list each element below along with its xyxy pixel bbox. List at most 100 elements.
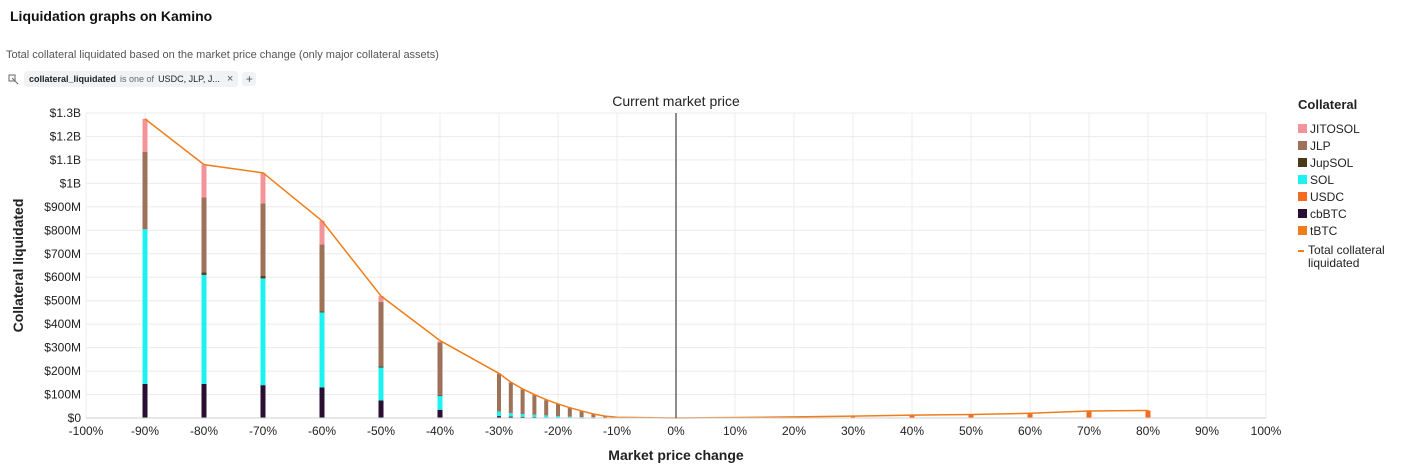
bar-segment-jupsol[interactable] bbox=[378, 366, 384, 368]
bar-segment-jitosol[interactable] bbox=[437, 341, 443, 343]
bar-segment-jupsol[interactable] bbox=[319, 311, 325, 313]
line-swatch bbox=[1298, 250, 1304, 252]
bar-segment-cbbtc[interactable] bbox=[378, 400, 384, 418]
bar-segment-sol[interactable] bbox=[437, 395, 443, 410]
y-tick-label: $400M bbox=[44, 317, 81, 331]
bar-segment-sol[interactable] bbox=[142, 229, 148, 384]
bar-segment-sol[interactable] bbox=[260, 278, 266, 386]
legend-item-jlp[interactable]: JLP bbox=[1298, 137, 1403, 154]
chart-subtitle: Total collateral liquidated based on the… bbox=[6, 49, 439, 61]
filter-field: collateral_liquidated bbox=[29, 74, 117, 84]
bar-segment-sol[interactable] bbox=[567, 416, 572, 418]
bar-segment-jlp[interactable] bbox=[556, 403, 560, 417]
x-axis-title: Market price change bbox=[608, 447, 744, 463]
legend-item-total[interactable]: Total collateral liquidated bbox=[1298, 244, 1403, 270]
y-tick-label: $1.1B bbox=[50, 153, 81, 167]
filter-chip[interactable]: collateral_liquidated is one of USDC, JL… bbox=[24, 71, 239, 87]
filter-icon[interactable] bbox=[6, 72, 20, 86]
bar-segment-jupsol[interactable] bbox=[260, 276, 266, 279]
bar-segment-sol[interactable] bbox=[319, 312, 325, 388]
bar-segment-jlp[interactable] bbox=[201, 197, 207, 273]
bar-segment-jlp[interactable] bbox=[532, 394, 537, 415]
bar-segment-jitosol[interactable] bbox=[319, 220, 325, 245]
bar-segment-cbbtc[interactable] bbox=[142, 383, 148, 418]
bar-segment-sol[interactable] bbox=[201, 274, 207, 384]
legend-item-cbbtc[interactable]: cbBTC bbox=[1298, 205, 1403, 222]
bar-segment-usdc[interactable] bbox=[851, 416, 855, 418]
legend-item-sol[interactable]: SOL bbox=[1298, 171, 1403, 188]
bar-segment-jlp[interactable] bbox=[591, 414, 596, 418]
legend-label: Total collateral liquidated bbox=[1308, 243, 1385, 270]
bar-segment-jlp[interactable] bbox=[437, 342, 443, 396]
y-tick-label: $200M bbox=[44, 364, 81, 378]
bar-segment-jupsol[interactable] bbox=[201, 272, 207, 275]
x-tick-label: 40% bbox=[900, 424, 924, 438]
x-tick-label: -80% bbox=[190, 424, 218, 438]
bar-segment-sol[interactable] bbox=[497, 411, 501, 417]
bar-segment-sol[interactable] bbox=[544, 415, 549, 418]
bar-segment-usdc[interactable] bbox=[1145, 410, 1151, 418]
y-tick-label: $700M bbox=[44, 247, 81, 261]
bar-segment-jlp[interactable] bbox=[260, 203, 266, 277]
liquidation-chart: -100% -90% -80% -70% -60% -50% -40% -30% -20% -10… bbox=[10, 93, 1282, 463]
bar-segment-sol[interactable] bbox=[508, 413, 513, 417]
bar-segment-jlp[interactable] bbox=[497, 373, 501, 412]
legend-swatch bbox=[1298, 158, 1307, 167]
bar-segment-cbbtc[interactable] bbox=[260, 385, 266, 418]
x-tick-label: 90% bbox=[1195, 424, 1219, 438]
chart-axes: -100% -90% -80% -70% -60% -50% -40% -30% -20% -10… bbox=[44, 106, 1281, 438]
legend-item-tbtc[interactable]: tBTC bbox=[1298, 222, 1403, 239]
bar-segment-jlp[interactable] bbox=[319, 244, 325, 312]
bar-segment-jitosol[interactable] bbox=[201, 164, 207, 198]
y-tick-label: $900M bbox=[44, 200, 81, 214]
bar-segment-sol[interactable] bbox=[579, 417, 584, 418]
bar-segment-sol[interactable] bbox=[520, 414, 525, 417]
legend-swatch bbox=[1298, 124, 1307, 133]
bar-segment-jlp[interactable] bbox=[567, 407, 572, 417]
bar-segment-jlp[interactable] bbox=[579, 410, 584, 418]
legend-label: USDC bbox=[1310, 189, 1345, 204]
filter-value: USDC, JLP, J... bbox=[158, 74, 220, 84]
bar-segment-usdc[interactable] bbox=[909, 415, 915, 418]
bar-segment-cbbtc[interactable] bbox=[497, 416, 501, 418]
y-tick-label: $600M bbox=[44, 270, 81, 284]
bar-segment-jupsol[interactable] bbox=[437, 395, 443, 397]
x-tick-label: 80% bbox=[1136, 424, 1160, 438]
bar-segment-cbbtc[interactable] bbox=[201, 383, 207, 418]
current-price-label: Current market price bbox=[612, 93, 740, 109]
bar-segment-sol[interactable] bbox=[532, 414, 537, 418]
bar-segment-cbbtc[interactable] bbox=[437, 409, 443, 418]
legend-swatch bbox=[1298, 141, 1307, 150]
bar-segment-sol[interactable] bbox=[378, 367, 384, 401]
total-collateral-line[interactable] bbox=[144, 118, 1149, 419]
filter-operator: is one of bbox=[120, 74, 155, 84]
legend-title: Collateral bbox=[1298, 97, 1358, 112]
bar-segment-usdc[interactable] bbox=[1086, 410, 1092, 418]
close-icon[interactable]: × bbox=[226, 73, 234, 85]
legend-label: cbBTC bbox=[1310, 206, 1347, 221]
bar-segment-jlp[interactable] bbox=[544, 399, 549, 416]
bar-segment-jlp[interactable] bbox=[142, 151, 148, 230]
bar-segment-sol[interactable] bbox=[556, 416, 560, 418]
bar-segment-cbbtc[interactable] bbox=[508, 416, 513, 418]
y-tick-label: $1.3B bbox=[50, 106, 81, 120]
legend-swatch bbox=[1298, 192, 1307, 201]
bar-segment-jlp[interactable] bbox=[378, 301, 384, 367]
bar-segment-jitosol[interactable] bbox=[378, 296, 384, 302]
bar-segment-usdc[interactable] bbox=[968, 414, 974, 418]
bar-segment-jitosol[interactable] bbox=[142, 118, 148, 152]
bar-segment-jitosol[interactable] bbox=[260, 172, 266, 204]
legend-item-jitosol[interactable]: JITOSOL bbox=[1298, 120, 1403, 137]
chart-total-line bbox=[144, 118, 1149, 419]
bar-segment-cbbtc[interactable] bbox=[520, 416, 525, 418]
add-filter-button[interactable]: + bbox=[242, 72, 257, 86]
bar-segment-cbbtc[interactable] bbox=[319, 387, 325, 419]
bar-segment-jlp[interactable] bbox=[603, 416, 608, 418]
bar-segment-jlp[interactable] bbox=[508, 382, 513, 414]
x-tick-label: -30% bbox=[485, 424, 513, 438]
legend-item-jupsol[interactable]: JupSOL bbox=[1298, 154, 1403, 171]
bar-segment-jlp[interactable] bbox=[520, 389, 525, 415]
legend-item-usdc[interactable]: USDC bbox=[1298, 188, 1403, 205]
bar-segment-usdc[interactable] bbox=[1027, 413, 1033, 418]
legend-swatch bbox=[1298, 175, 1307, 184]
